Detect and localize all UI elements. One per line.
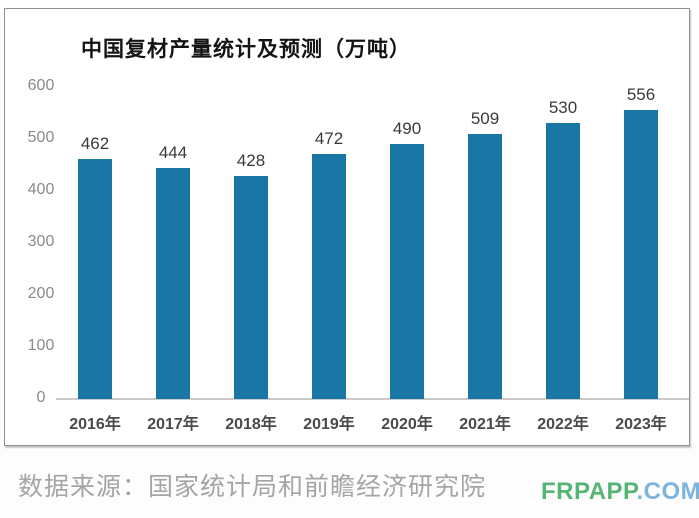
y-axis-tick-label: 500 [27, 129, 55, 146]
bar-value-label: 472 [314, 129, 344, 148]
y-axis-tick-label: 400 [27, 181, 55, 198]
bar-2023年 [624, 110, 658, 399]
y-axis-tick-label: 0 [36, 389, 46, 406]
watermark-part2: .COM [636, 478, 699, 505]
x-axis-category-label: 2019年 [303, 416, 355, 433]
bar-2018年 [234, 176, 268, 399]
y-axis-tick-label: 300 [27, 233, 55, 250]
bar-2019年 [312, 154, 346, 399]
x-axis-category-label: 2016年 [69, 416, 121, 433]
x-axis-line [56, 398, 689, 400]
x-axis-category-label: 2017年 [147, 416, 199, 433]
x-axis-category-label: 2023年 [615, 416, 667, 433]
bar-value-label: 428 [236, 151, 266, 170]
bar-2020年 [390, 144, 424, 399]
bar-value-label: 530 [548, 98, 578, 117]
bar-2021年 [468, 134, 502, 399]
y-axis-tick-label: 200 [27, 285, 55, 302]
bar-2016年 [78, 159, 112, 399]
chart-card: 中国复材产量统计及预测（万吨） 600 500 400 300 200 100 0 462 2… [4, 8, 690, 446]
chart-title: 中国复材产量统计及预测（万吨） [81, 38, 411, 61]
bar-2022年 [546, 123, 580, 399]
y-axis-tick-label: 600 [27, 77, 55, 94]
x-axis-category-label: 2020年 [381, 416, 433, 433]
y-axis-tick-label: 100 [27, 337, 55, 354]
bar-value-label: 462 [80, 134, 110, 153]
x-axis-category-label: 2022年 [537, 416, 589, 433]
bar-value-label: 490 [392, 119, 422, 138]
bar-2017年 [156, 168, 190, 399]
x-axis-category-label: 2021年 [459, 416, 511, 433]
x-axis-category-label: 2018年 [225, 416, 277, 433]
watermark-part1: FRPAPP [541, 478, 637, 505]
bar-value-label: 444 [158, 143, 188, 162]
watermark-logo: FRPAPP.COM [541, 478, 699, 506]
bar-value-label: 509 [470, 109, 500, 128]
data-source-caption: 数据来源：国家统计局和前瞻经济研究院 [18, 473, 487, 501]
bar-value-label: 556 [626, 85, 656, 104]
